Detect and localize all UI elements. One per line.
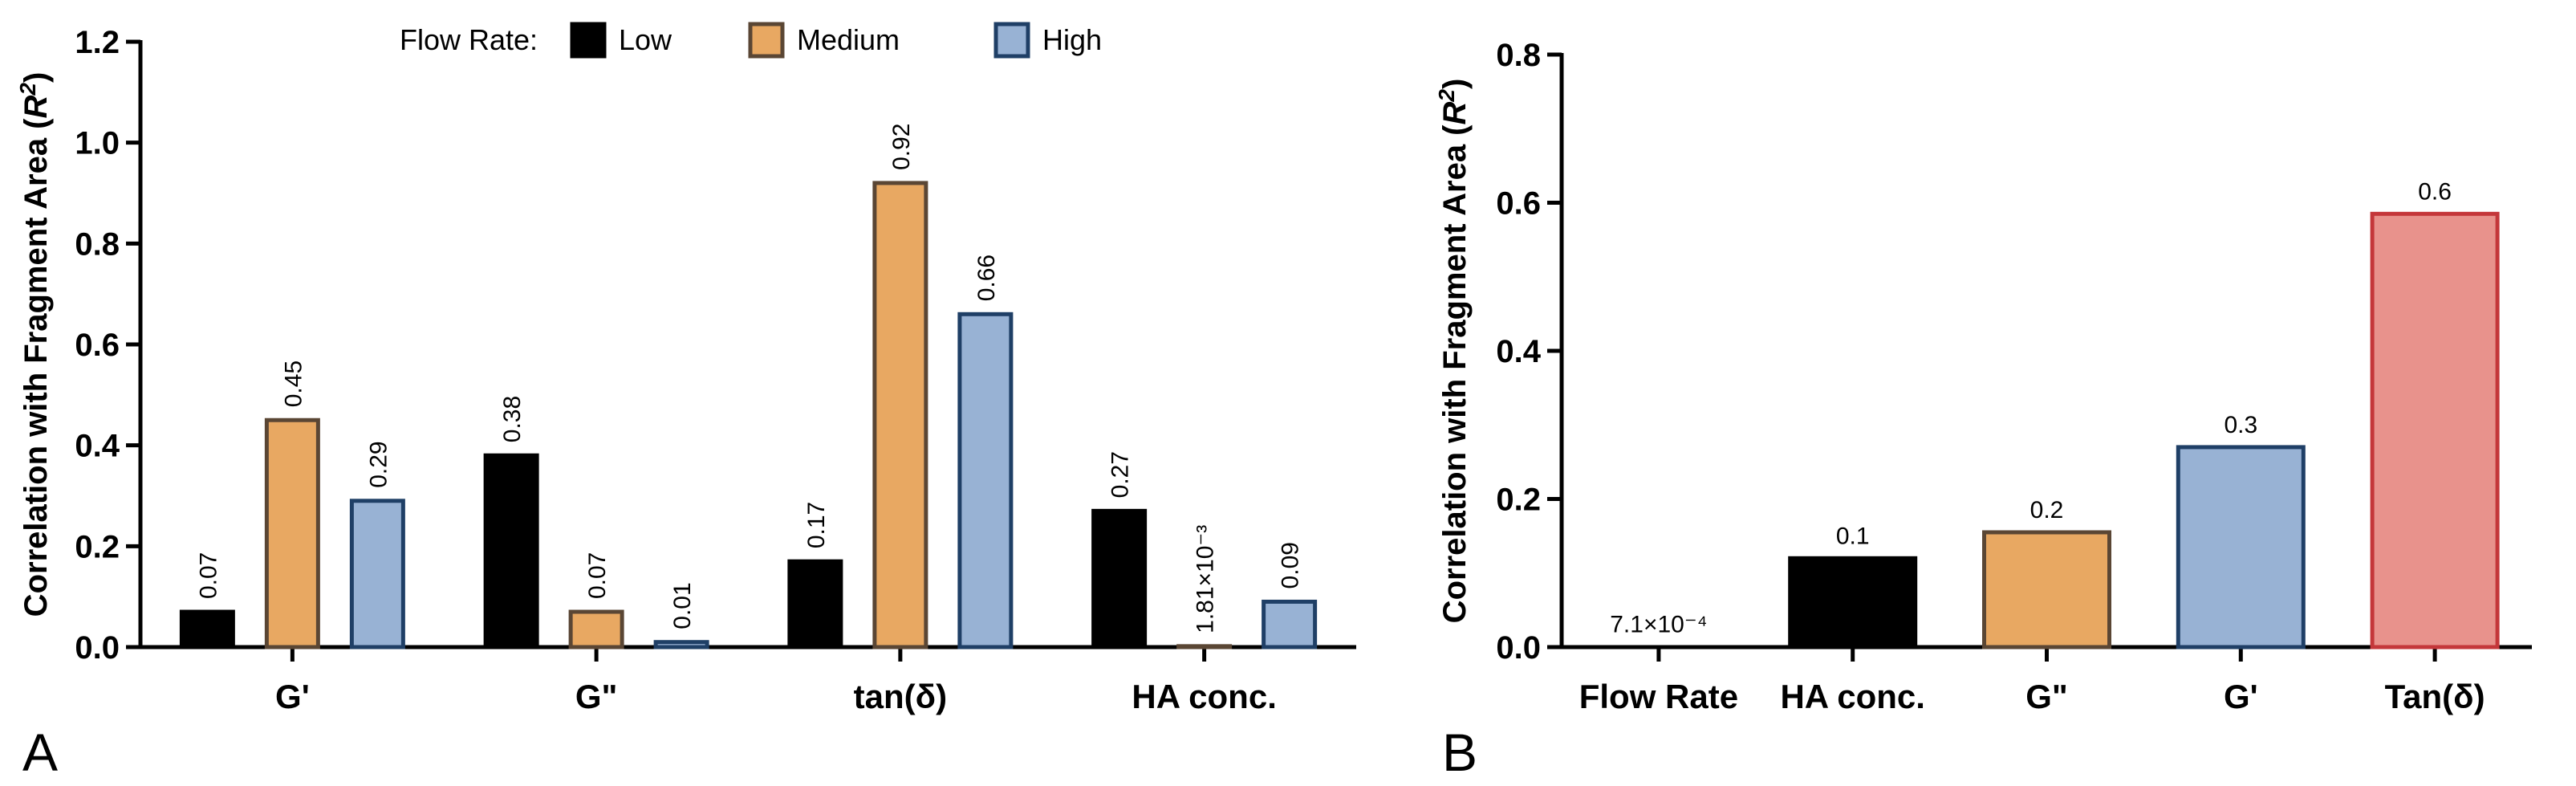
panel-a-y-tick-label: 1.0 [75,126,120,161]
panel-a-category-label: tan(δ) [854,678,947,715]
panel-a-value-label: 0.27 [1107,451,1134,498]
legend-title: Flow Rate: [400,23,538,56]
panel-a-letter: A [22,723,58,782]
panel-a-y-axis-title: Correlation with Fragment Area (R2) [15,72,54,617]
panel-b-value-label: 0.6 [2418,178,2452,205]
panel-a-category-label: HA conc. [1132,678,1276,715]
panel-a-category-label: G" [575,678,618,715]
legend-swatch-high [993,22,1030,59]
panel-b-y-tick-label: 0.8 [1496,38,1541,73]
panel-a-y-tick-label: 1.2 [75,25,120,60]
panel-a-bar [957,312,1014,650]
legend-label-medium: Medium [797,23,900,56]
panel-a-bar [787,559,843,650]
panel-b-value-label: 0.3 [2224,412,2257,438]
legend-swatch-low [570,22,607,59]
panel-b-value-label: 0.1 [1836,523,1870,549]
panel-a-bar [1176,644,1233,650]
legend-swatch-medium [748,22,785,59]
panel-a-value-label: 0.92 [888,124,915,170]
panel-a-category-label: G' [275,678,310,715]
panel-b-y-tick-label: 0.4 [1496,334,1541,369]
panel-a-bar [349,499,405,650]
panel-a-value-label: 0.38 [499,396,526,442]
panel-a-y-tick-label: 0.8 [75,226,120,262]
panel-a-value-label: 0.09 [1278,542,1304,588]
panel-b-category-label: Flow Rate [1579,678,1738,715]
panel-b-category-label: Tan(δ) [2385,678,2485,715]
panel-b-bar [1982,530,2111,650]
panel-a-value-label: 0.45 [280,360,307,407]
panel-b: B 0.0 0.2 0.4 0.6 0.8 Correlation with Fragme… [1434,38,2532,782]
panel-b-value-label: 7.1×10⁻⁴ [1610,611,1707,637]
panel-b-y-tick-label: 0.0 [1496,630,1541,666]
panel-b-category-label: G" [2025,678,2068,715]
panel-a-bar [1262,599,1318,650]
panel-a-y-tick-label: 0.4 [75,429,120,464]
panel-a-value-label: 1.81×10⁻³ [1193,525,1219,633]
panel-b-y-axis-title: Correlation with Fragment Area (R2) [1434,79,1473,624]
panel-a-value-label: 0.17 [803,502,830,548]
panel-a-bar [264,417,320,650]
panel-b-bar [2370,211,2500,650]
panel-a-value-label: 0.29 [365,441,392,487]
panel-a-value-label: 0.07 [195,552,221,599]
panel-b-bar [2176,445,2306,650]
panel-b-category-label: G' [2224,678,2258,715]
panel-b-category-label: HA conc. [1780,678,1924,715]
panel-a-bar [179,609,235,650]
panel-b-bar [1788,556,1918,650]
panel-a-y-tick-label: 0.0 [75,630,120,666]
panel-b-y-tick-label: 0.2 [1496,483,1541,518]
panel-a-bar [872,181,928,650]
panel-a-bar [483,453,539,650]
panel-b-y-tick-label: 0.6 [1496,186,1541,222]
panel-b-letter: B [1442,723,1477,782]
legend-label-high: High [1042,23,1102,56]
panel-a-value-label: 0.07 [584,552,611,599]
panel-a-bar [1091,508,1148,650]
panel-a-bar [653,640,709,650]
panel-a: A 0.0 0.2 0.4 0.6 0.8 1.0 1.2 Correlation with … [15,22,1356,782]
legend-label-low: Low [619,23,672,56]
panel-a-y-tick-label: 0.6 [75,328,120,363]
panel-b-value-label: 0.2 [2030,497,2064,523]
panel-a-value-label: 0.01 [669,582,696,629]
panel-a-y-tick-label: 0.2 [75,529,120,564]
panel-a-value-label: 0.66 [973,255,1000,301]
panel-a-bar [568,609,624,650]
